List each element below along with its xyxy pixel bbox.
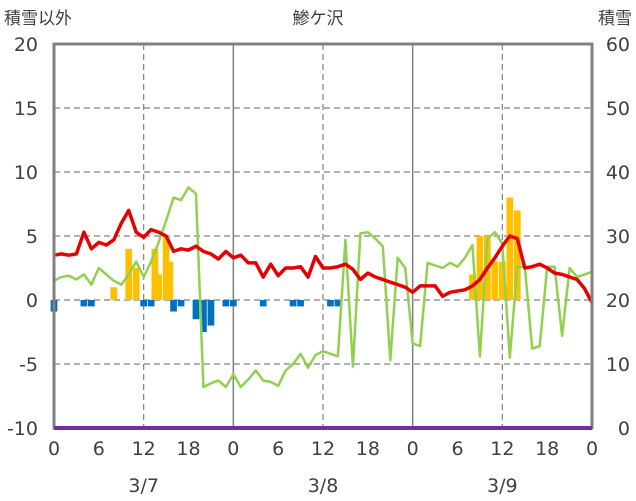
bar bbox=[207, 300, 215, 326]
x-tick-label: 18 bbox=[535, 438, 559, 460]
bar bbox=[192, 300, 200, 320]
bar bbox=[162, 236, 170, 300]
right-y-tick-label: 30 bbox=[606, 226, 630, 248]
bar bbox=[334, 300, 342, 307]
left-y-tick-label: 20 bbox=[14, 34, 38, 56]
right-y-tick-label: 10 bbox=[606, 354, 630, 376]
bar-series bbox=[50, 197, 521, 332]
right-y-tick-label: 60 bbox=[606, 34, 630, 56]
chart-title: 鯵ケ沢 bbox=[293, 9, 344, 29]
x-tick-label: 18 bbox=[176, 438, 200, 460]
right-y-tick-labels: 60 50 40 30 20 10 0 bbox=[606, 34, 630, 440]
date-label: 3/7 bbox=[128, 475, 159, 497]
bar bbox=[166, 261, 174, 300]
bar bbox=[140, 300, 148, 307]
x-tick-labels: 0 6 12 18 0 6 12 18 0 6 12 18 0 bbox=[48, 438, 598, 460]
bar bbox=[289, 300, 297, 307]
x-tick-label: 6 bbox=[272, 438, 284, 460]
right-y-tick-label: 0 bbox=[618, 418, 630, 440]
left-y-tick-label: 5 bbox=[26, 226, 38, 248]
left-y-tick-label: 15 bbox=[14, 98, 38, 120]
bar bbox=[327, 300, 334, 307]
bar bbox=[513, 210, 521, 300]
grid bbox=[54, 44, 592, 428]
bar bbox=[200, 300, 207, 332]
left-y-tick-label: -5 bbox=[19, 354, 38, 376]
x-tick-label: 0 bbox=[586, 438, 598, 460]
bar bbox=[80, 300, 88, 307]
x-tick-label: 6 bbox=[93, 438, 105, 460]
plot-frame bbox=[52, 42, 594, 430]
date-labels: 3/7 3/8 3/9 bbox=[128, 475, 517, 497]
left-y-tick-label: 10 bbox=[14, 162, 38, 184]
left-y-tick-label: 0 bbox=[26, 290, 38, 312]
bar bbox=[110, 287, 118, 300]
bar bbox=[229, 300, 237, 307]
bar bbox=[259, 300, 267, 307]
bar bbox=[155, 274, 162, 300]
line-series bbox=[53, 186, 594, 389]
left-y-tick-labels: 20 15 10 5 0 -5 -10 bbox=[7, 34, 38, 440]
bar bbox=[151, 248, 159, 300]
date-label: 3/9 bbox=[487, 475, 518, 497]
bar bbox=[132, 268, 140, 300]
bar bbox=[498, 261, 506, 300]
x-tick-label: 18 bbox=[356, 438, 380, 460]
bar bbox=[177, 300, 185, 307]
right-y-tick-label: 40 bbox=[606, 162, 630, 184]
x-tick-label: 0 bbox=[407, 438, 419, 460]
bar bbox=[476, 236, 484, 300]
date-label: 3/8 bbox=[308, 475, 339, 497]
left-axis-label: 積雪以外 bbox=[4, 9, 72, 29]
temperature-line bbox=[53, 208, 594, 304]
bar bbox=[222, 300, 230, 307]
bar bbox=[170, 300, 177, 312]
bar bbox=[491, 261, 499, 300]
bar bbox=[297, 300, 304, 307]
right-y-tick-label: 50 bbox=[606, 98, 630, 120]
x-tick-label: 12 bbox=[311, 438, 335, 460]
right-axis-label: 積雪 bbox=[598, 9, 632, 29]
right-y-tick-label: 20 bbox=[606, 290, 630, 312]
x-tick-label: 0 bbox=[48, 438, 60, 460]
x-tick-label: 6 bbox=[451, 438, 463, 460]
left-y-tick-label: -10 bbox=[7, 418, 38, 440]
x-tick-label: 12 bbox=[490, 438, 514, 460]
bar bbox=[506, 197, 514, 300]
bar bbox=[87, 300, 95, 307]
x-tick-label: 0 bbox=[227, 438, 239, 460]
x-tick-label: 12 bbox=[132, 438, 156, 460]
bar bbox=[147, 300, 155, 307]
